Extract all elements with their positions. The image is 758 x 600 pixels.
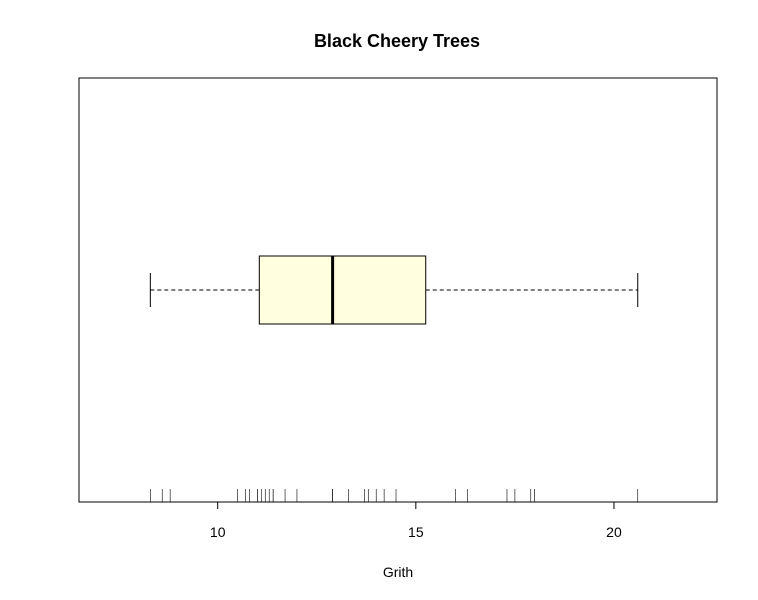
x-axis: 10 15 20 bbox=[210, 501, 622, 540]
x-tick-label: 20 bbox=[606, 524, 622, 540]
x-tick-label: 15 bbox=[408, 524, 424, 540]
x-axis-label: Grith bbox=[383, 564, 413, 580]
chart-title: Black Cheery Trees bbox=[314, 31, 480, 51]
iqr-box bbox=[258, 255, 427, 325]
rug-marks bbox=[150, 489, 639, 502]
x-tick-label: 10 bbox=[210, 524, 226, 540]
boxplot-group bbox=[149, 255, 639, 325]
